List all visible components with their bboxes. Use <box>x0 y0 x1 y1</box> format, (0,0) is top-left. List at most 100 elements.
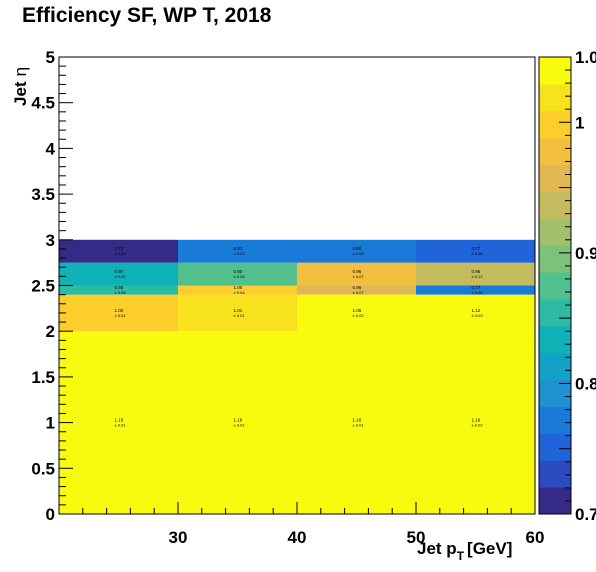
colorbar-segment <box>539 433 571 461</box>
cell-value-label: 0.77 <box>472 285 481 290</box>
cell-error-label: ± 0.04 <box>234 290 246 295</box>
colorbar-segment <box>539 460 571 488</box>
colorbar-tick-label: 0.8 <box>575 374 596 393</box>
cell-value-label: 0.87 <box>115 269 124 274</box>
cell-error-label: ± 0.05 <box>115 290 127 295</box>
cell-labels: 1.19± 0.011.19± 0.011.16± 0.011.16± 0.02… <box>115 246 484 427</box>
cell-value-label: 1.16 <box>472 418 481 423</box>
y-tick-label: 4 <box>46 139 56 158</box>
colorbar-tick-label: 1 <box>575 113 584 132</box>
cell-error-label: ± 0.02 <box>472 423 484 428</box>
cell-error-label: ± 0.07 <box>353 274 365 279</box>
heatmap-cell <box>416 239 535 263</box>
chart-title: Efficiency SF, WP T, 2018 <box>22 4 272 27</box>
heatmap-cell <box>416 285 535 295</box>
cell-value-label: 1.12 <box>472 308 481 313</box>
x-tick-label: 50 <box>407 528 426 547</box>
cell-value-label: 0.73 <box>115 246 124 251</box>
heatmap-cell <box>297 262 416 286</box>
y-tick-label: 1.5 <box>31 368 55 387</box>
cell-value-label: 1.19 <box>234 418 243 423</box>
colorbar-segment <box>539 379 571 407</box>
cell-value-label: 1.01 <box>234 308 243 313</box>
cell-value-label: 1.05 <box>353 308 362 313</box>
y-tick-label: 2 <box>46 322 55 341</box>
cell-error-label: ± 0.03 <box>353 251 365 256</box>
heatmap-cell <box>178 285 297 295</box>
heatmap-cell <box>416 331 535 514</box>
y-tick-label: 3.5 <box>31 185 55 204</box>
cell-error-label: ± 0.03 <box>115 251 127 256</box>
heatmap-cell <box>416 294 535 332</box>
heatmap-cell <box>59 262 178 286</box>
cell-error-label: ± 0.12 <box>472 274 484 279</box>
colorbar-segment <box>539 191 571 219</box>
colorbar-tick-label: 0.9 <box>575 244 596 263</box>
heatmap-cell <box>178 331 297 514</box>
cell-value-label: 0.96 <box>472 269 481 274</box>
x-axis-label-unit: [GeV] <box>467 539 512 558</box>
colorbar-segment <box>539 245 571 273</box>
cell-error-label: ± 0.02 <box>353 313 365 318</box>
heatmap-cell <box>297 331 416 514</box>
cell-value-label: 0.96 <box>353 285 362 290</box>
y-axis-label: Jet η <box>11 67 30 106</box>
y-axis-label-symbol: η <box>11 67 30 76</box>
x-axis-label: Jet pT [GeV] <box>417 539 512 563</box>
colorbar-segment <box>539 218 571 246</box>
x-axis-label-main: Jet p <box>417 539 457 558</box>
cell-error-label: ± 0.03 <box>234 251 246 256</box>
heatmap-cell <box>178 239 297 263</box>
cell-error-label: ± 0.01 <box>353 423 365 428</box>
y-tick-label: 0.5 <box>31 459 55 478</box>
colorbar-segment <box>539 110 571 139</box>
cell-value-label: 0.90 <box>234 269 243 274</box>
cell-error-label: ± 0.01 <box>234 313 246 318</box>
cell-value-label: 1.00 <box>234 285 243 290</box>
x-tick-label: 60 <box>526 528 545 547</box>
cell-value-label: 0.77 <box>472 246 481 251</box>
heatmap-cell <box>178 262 297 286</box>
heatmap-cell <box>416 262 535 286</box>
x-axis-label-sub: T <box>457 549 465 563</box>
y-tick-label: 1 <box>46 414 55 433</box>
colorbar-tick-label: 1.0 <box>575 48 596 67</box>
cell-value-label: 0.96 <box>353 269 362 274</box>
colorbar-segment <box>539 298 571 327</box>
y-tick-label: 3 <box>46 231 55 250</box>
y-axis-ticks: 0 0.5 1 1.5 2 2.5 3 3.5 4 4.5 5 <box>31 48 73 524</box>
heatmap-cell <box>297 239 416 263</box>
colorbar-segment <box>539 272 571 300</box>
y-tick-label: 4.5 <box>31 94 55 113</box>
colorbar-frame <box>538 56 572 515</box>
heatmap-cell <box>178 294 297 332</box>
cell-error-label: ± 0.05 <box>115 274 127 279</box>
x-tick-label: 40 <box>288 528 307 547</box>
y-tick-label: 5 <box>46 48 55 67</box>
y-tick-label: 2.5 <box>31 277 55 296</box>
colorbar <box>538 56 572 515</box>
colorbar-segment <box>539 83 571 112</box>
heatmap-cell <box>297 285 416 295</box>
cell-value-label: 1.00 <box>115 308 124 313</box>
cell-value-label: 0.85 <box>115 285 124 290</box>
colorbar-tick-label: 0.7 <box>575 505 596 524</box>
cell-error-label: ± 0.01 <box>115 313 127 318</box>
cell-error-label: ± 0.06 <box>472 290 484 295</box>
colorbar-segment <box>539 137 571 166</box>
colorbar-segment <box>539 406 571 434</box>
heatmap-cells <box>59 239 535 514</box>
cell-value-label: 1.16 <box>353 418 362 423</box>
colorbar-segment <box>539 57 571 85</box>
cell-error-label: ± 0.03 <box>472 313 484 318</box>
y-tick-label: 0 <box>46 505 55 524</box>
heatmap-cell <box>59 294 178 332</box>
cell-value-label: 0.80 <box>353 246 362 251</box>
heatmap-cell <box>59 285 178 295</box>
cell-error-label: ± 0.01 <box>115 423 127 428</box>
cell-error-label: ± 0.07 <box>353 290 365 295</box>
y-axis-label-main: Jet <box>11 81 30 106</box>
colorbar-ticks: 0.7 0.8 0.9 1 1.0 <box>559 48 596 524</box>
cell-value-label: 1.19 <box>115 418 124 423</box>
